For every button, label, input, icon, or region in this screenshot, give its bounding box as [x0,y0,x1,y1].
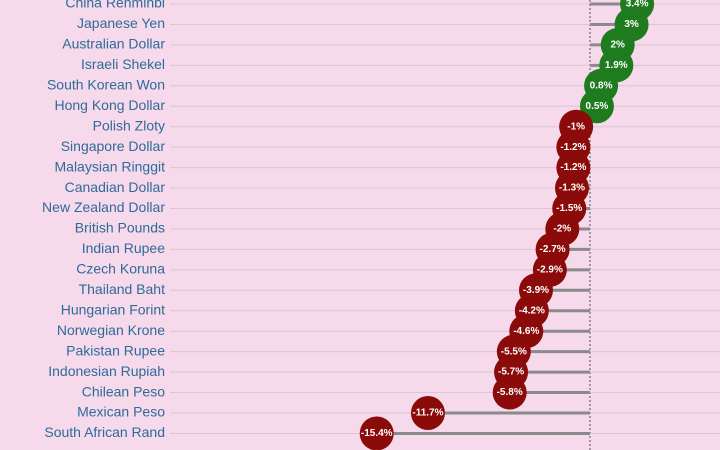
category-label: Malaysian Ringgit [55,158,166,174]
category-label: South African Rand [44,424,165,440]
value-label: -2% [553,224,571,235]
category-label: Canadian Dollar [65,179,166,195]
value-label: -1.3% [559,183,585,194]
value-label: 0.8% [590,80,613,91]
category-label: Pakistan Rupee [66,342,165,358]
value-label: -1.2% [560,162,586,173]
category-label: Australian Dollar [62,36,165,52]
category-label: Chilean Peso [82,383,165,399]
value-label: -15.4% [361,428,393,439]
category-label: Mexican Peso [77,404,165,420]
value-label: 0.5% [586,101,609,112]
category-label: Polish Zloty [93,117,165,133]
value-label: -3.9% [523,285,549,296]
dot [359,416,394,450]
category-label: Indonesian Rupiah [48,363,165,379]
value-label: -4.6% [513,326,539,337]
value-label: -2.7% [540,244,566,255]
value-label: -5.7% [498,367,524,378]
value-label: -1% [567,121,585,132]
value-label: -4.2% [519,305,545,316]
category-label: Hong Kong Dollar [54,97,165,113]
dot [579,89,614,124]
category-label: Indian Rupee [82,240,166,256]
dot [492,375,527,410]
value-label: 3.4% [626,0,649,10]
category-label: New Zealand Dollar [42,199,165,215]
category-label: Hungarian Forint [61,301,165,317]
value-label: -11.7% [412,408,443,419]
value-label: -1.2% [560,142,586,153]
dot [410,396,445,430]
value-label: -5.8% [497,387,523,398]
value-label: 1.9% [605,60,628,71]
category-label: Norwegian Krone [57,322,165,338]
category-label: Israeli Shekel [81,56,165,72]
category-label: Thailand Baht [79,281,166,297]
value-label: -2.9% [537,264,563,275]
value-label: -5.5% [501,346,527,357]
value-label: 2% [610,40,625,51]
category-label: South Korean Won [47,77,165,93]
value-label: 3% [624,19,639,30]
category-label: Czech Koruna [76,261,165,277]
category-label: Singapore Dollar [61,138,166,154]
category-label: China Renminbi [65,0,165,11]
category-label: British Pounds [75,220,165,236]
value-label: -1.5% [556,203,582,214]
category-label: Japanese Yen [77,15,165,31]
